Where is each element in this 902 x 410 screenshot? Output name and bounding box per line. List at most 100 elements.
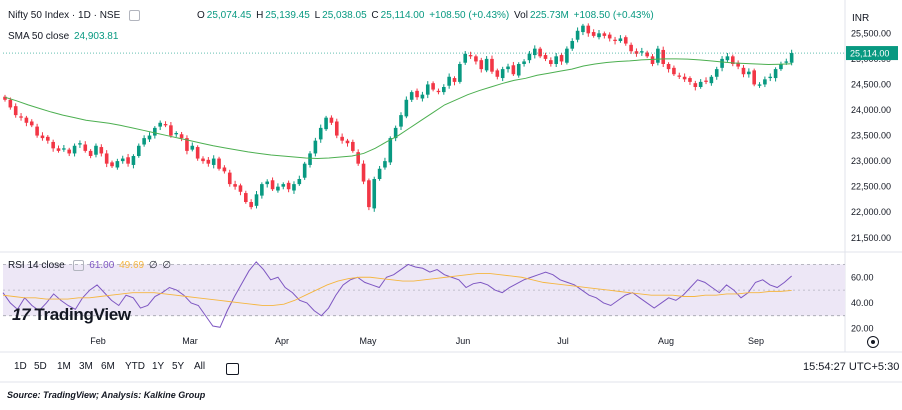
candle-body [158,122,162,127]
candle-body [399,115,403,127]
symbol-dot-icon [129,10,141,21]
candle-body [110,162,114,167]
candle-body [409,92,414,100]
candle-body [468,55,473,57]
candle-body [516,64,521,76]
candle-body [244,193,248,202]
candle-body [704,80,708,82]
candle-body [789,53,794,63]
candle-body [436,90,441,93]
candle-body [570,41,575,49]
rsi-extra-value-2: ∅ [162,260,172,272]
candle-body [452,78,457,82]
timeframe-1d[interactable]: 1D [14,361,27,372]
candle-body [714,69,719,77]
price-tick-label: 24,000.00 [851,105,891,115]
timeframe-1y[interactable]: 1Y [152,361,165,372]
candle-body [698,81,703,87]
candle-body [645,52,649,57]
rsi-line [2,261,792,328]
candle-body [511,65,516,75]
rsi-tick-label: 20.00 [851,324,874,334]
source-caption: Source: TradingView; Analysis: Kalkine G… [7,390,206,400]
candle-body [169,125,173,136]
candle-body [677,75,682,77]
candle-body [420,94,425,99]
price-tick-label: 22,500.00 [851,182,891,192]
candle-body [666,64,671,70]
low-value: 25,038.05 [322,10,367,21]
candle-body [206,159,211,164]
candle-body [83,144,88,151]
candle-body [104,153,109,164]
timeframe-5y[interactable]: 5Y [172,361,185,372]
candle-body [254,194,259,206]
price-tick-label: 23,000.00 [851,156,891,166]
candle-body [640,51,644,53]
candle-body [147,135,152,140]
candle-body [559,55,564,62]
candle-body [773,69,778,79]
timeframe-6m[interactable]: 6M [101,361,115,372]
clock[interactable]: 15:54:27 UTC+5:30 [803,361,900,373]
price-tick-label: 25,500.00 [851,28,891,38]
candle-body [634,51,639,54]
rsi-settings-icon[interactable] [73,260,85,271]
timeframe-all[interactable]: All [194,361,206,372]
currency-label: INR [852,13,870,24]
candle-body [329,117,334,123]
time-tick-label: Apr [275,336,289,346]
candle-body [201,158,205,162]
candle-body [730,56,735,64]
candle-body [522,61,526,64]
timeframe-ytd[interactable]: YTD [125,361,145,372]
candle-body [126,157,130,164]
candle-body [629,44,633,52]
price-tick-label: 22,000.00 [851,207,891,217]
candle-body [88,150,93,156]
candle-body [425,84,430,95]
time-tick-label: Sep [748,336,764,346]
candle-body [377,168,382,179]
candle-body [549,60,553,64]
timeframe-3m[interactable]: 3M [79,361,93,372]
candle-body [8,99,13,108]
sma-label: SMA 50 close [8,31,70,42]
sma-legend[interactable]: SMA 50 close 24,903.81 [8,31,120,42]
gear-icon[interactable] [867,336,879,348]
candle-body [688,78,692,82]
last-price-badge [846,46,898,61]
candle-body [442,87,446,93]
candle-body [656,48,660,63]
close-value: 25,114.00 [380,10,425,21]
candle-body [46,136,50,141]
symbol-legend[interactable]: Nifty 50 Index · 1D · NSE [8,10,142,21]
sma-line [4,58,792,160]
candle-body [388,138,393,163]
calendar-icon[interactable] [226,363,239,375]
timeframe-1m[interactable]: 1M [57,361,71,372]
sma-value: 24,903.81 [73,31,119,42]
candle-body [163,124,168,126]
candle-body [72,145,77,154]
candle-body [500,69,505,79]
candle-body [131,156,136,165]
rsi-legend[interactable]: RSI 14 close 61.00 49.69 ∅ ∅ [8,260,173,271]
candle-body [195,147,200,159]
candle-body [227,172,232,185]
high-key: H [256,10,264,21]
candle-body [623,37,628,44]
rsi-extra-value-1: ∅ [148,260,158,272]
candle-body [581,25,585,33]
candle-body [763,79,767,85]
time-tick-label: Feb [90,336,106,346]
candle-body [142,138,146,145]
timeframe-5d[interactable]: 5D [34,361,47,372]
candle-body [661,49,666,64]
candle-body [367,180,371,208]
candle-body [431,83,435,90]
price-tick-label: 21,500.00 [851,233,891,243]
candle-body [222,167,227,172]
candle-body [591,32,596,36]
